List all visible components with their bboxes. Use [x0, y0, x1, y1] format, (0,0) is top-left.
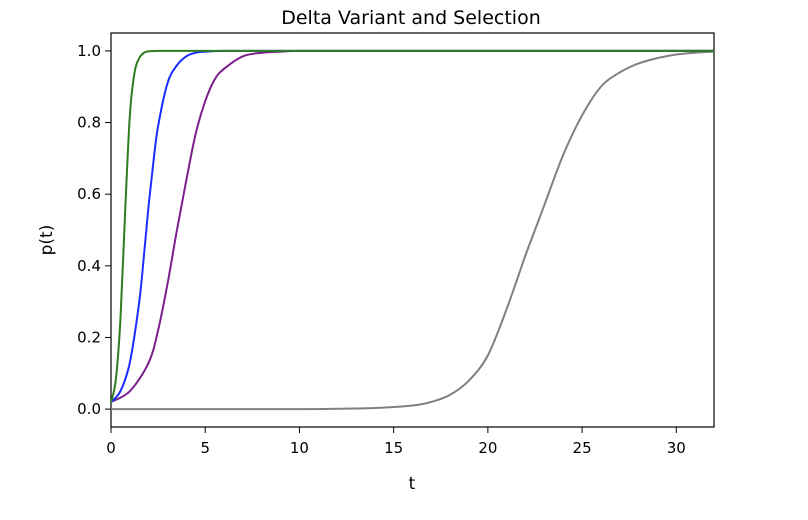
axes-layer [110, 32, 715, 428]
x-tick-label: 25 [573, 439, 592, 457]
x-tick-label: 20 [478, 439, 497, 457]
x-tick-label: 30 [667, 439, 686, 457]
y-tick-label: 0.8 [77, 114, 101, 132]
x-tick-label: 5 [200, 439, 210, 457]
y-tick-label: 0.6 [77, 185, 101, 203]
series-line-green [111, 49, 714, 403]
ticks-layer: 0 5 10 15 20 25 30 0.0 0.2 0.4 0.6 0.8 1.0 [77, 42, 686, 457]
x-axis-label: t [409, 474, 416, 494]
series-line-purple [111, 49, 714, 403]
series-layer [111, 49, 714, 411]
series-line-gray [111, 50, 714, 411]
y-tick-label: 0.0 [77, 400, 101, 418]
x-tick-label: 0 [106, 439, 116, 457]
y-tick-label: 0.2 [77, 328, 101, 346]
chart-title: Delta Variant and Selection [281, 7, 541, 29]
x-tick-label: 10 [290, 439, 309, 457]
y-axis-label: p(t) [37, 225, 57, 256]
plot-frame [110, 32, 715, 428]
series-line-blue [111, 49, 714, 403]
y-tick-label: 1.0 [77, 42, 101, 60]
y-tick-label: 0.4 [77, 257, 101, 275]
x-tick-label: 15 [384, 439, 403, 457]
